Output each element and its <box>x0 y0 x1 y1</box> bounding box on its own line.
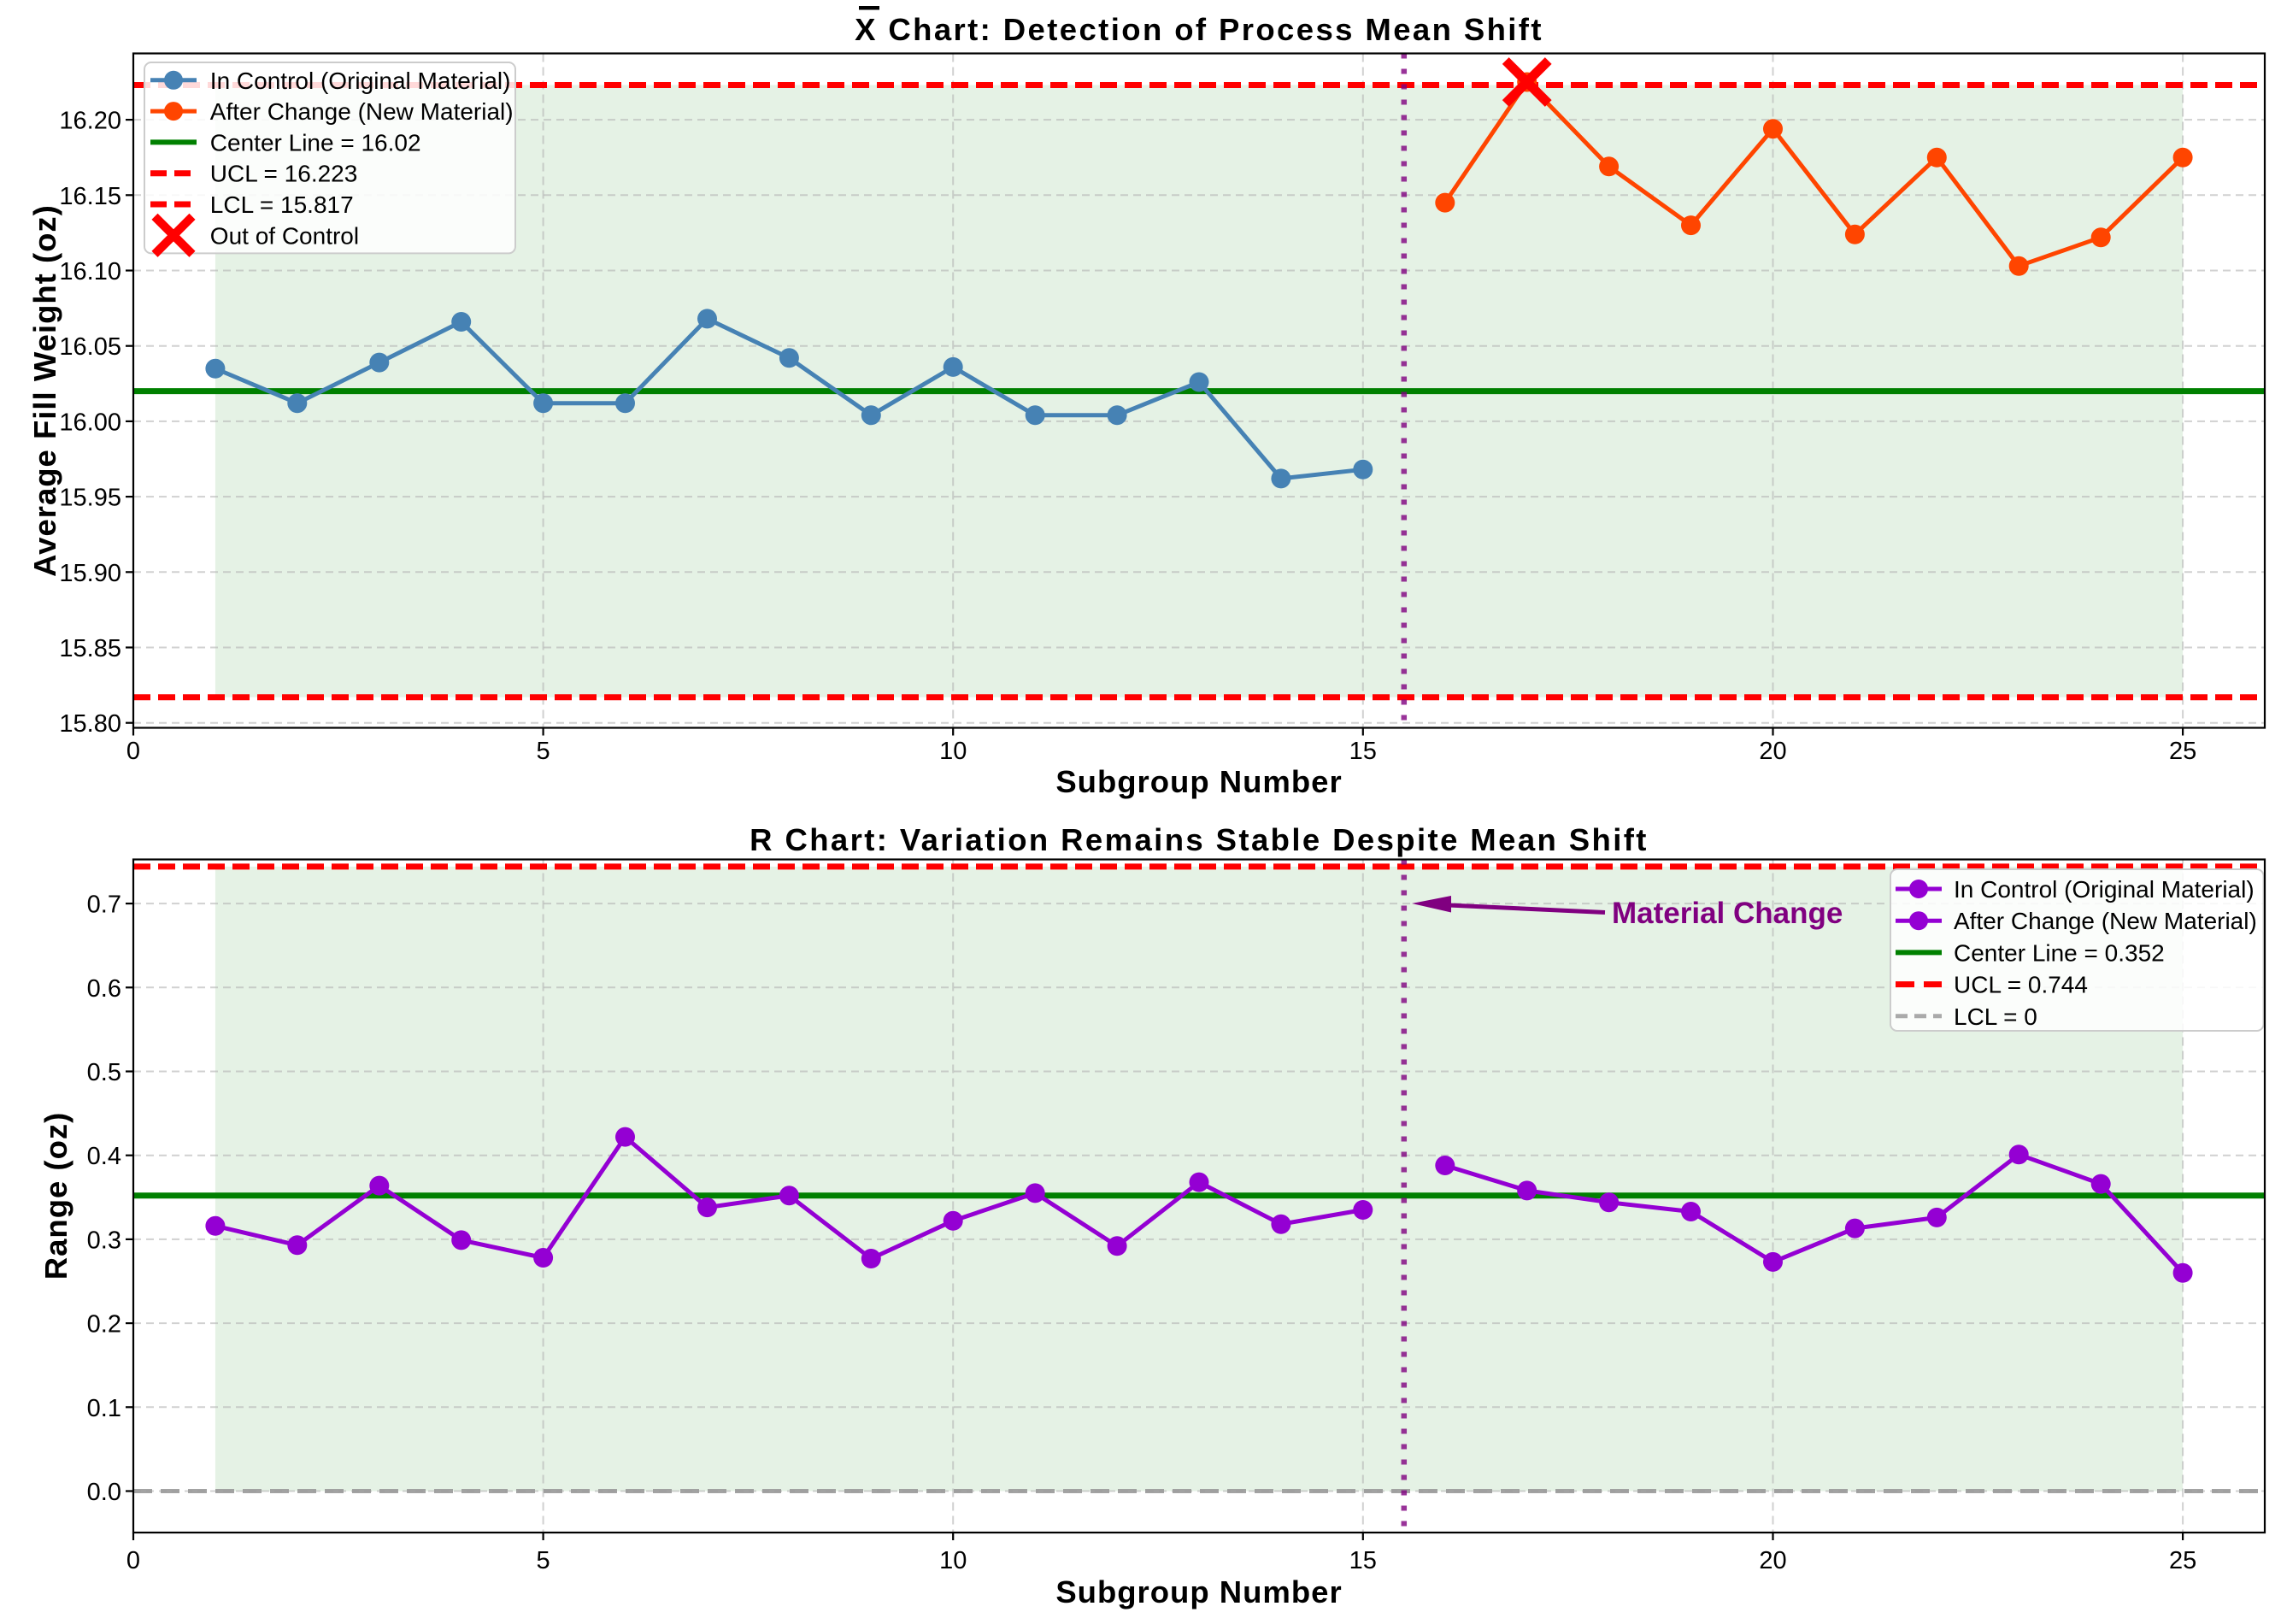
svg-text:LCL = 15.817: LCL = 15.817 <box>210 191 354 218</box>
svg-text:15: 15 <box>1349 738 1377 765</box>
svg-text:After Change (New Material): After Change (New Material) <box>1954 908 2257 934</box>
svg-text:0.7: 0.7 <box>87 891 121 919</box>
svg-text:20: 20 <box>1759 738 1786 765</box>
svg-text:Material Change: Material Change <box>1612 897 1843 930</box>
svg-text:15.90: 15.90 <box>59 560 121 587</box>
svg-text:0.4: 0.4 <box>87 1143 121 1170</box>
svg-text:Center Line = 0.352: Center Line = 0.352 <box>1954 939 2165 966</box>
svg-text:10: 10 <box>939 738 967 765</box>
svg-text:LCL = 0: LCL = 0 <box>1954 1003 2037 1030</box>
svg-text:Out of Control: Out of Control <box>210 222 359 249</box>
svg-text:In Control (Original Material): In Control (Original Material) <box>1954 876 2255 903</box>
svg-text:Center Line = 16.02: Center Line = 16.02 <box>210 129 421 156</box>
svg-text:0.2: 0.2 <box>87 1311 121 1339</box>
svg-text:15: 15 <box>1349 1547 1377 1574</box>
svg-text:16.15: 16.15 <box>59 183 121 210</box>
svg-text:0: 0 <box>126 738 140 765</box>
svg-text:0.3: 0.3 <box>87 1227 121 1254</box>
svg-text:Average Fill Weight (oz): Average Fill Weight (oz) <box>27 204 62 577</box>
svg-text:16.10: 16.10 <box>59 258 121 285</box>
svg-text:16.00: 16.00 <box>59 409 121 436</box>
svg-text:0.1: 0.1 <box>87 1395 121 1422</box>
svg-text:0.5: 0.5 <box>87 1059 121 1086</box>
svg-text:After Change (New Material): After Change (New Material) <box>210 98 514 125</box>
svg-text:16.05: 16.05 <box>59 333 121 361</box>
svg-text:25: 25 <box>2169 738 2196 765</box>
svg-text:Subgroup Number: Subgroup Number <box>1055 764 1342 799</box>
svg-text:X Chart: Detection of Process: X Chart: Detection of Process Mean Shift <box>855 12 1543 47</box>
svg-text:5: 5 <box>537 738 550 765</box>
svg-text:UCL = 0.744: UCL = 0.744 <box>1954 972 2088 998</box>
svg-text:25: 25 <box>2169 1547 2196 1574</box>
svg-text:15.95: 15.95 <box>59 485 121 512</box>
svg-text:5: 5 <box>537 1547 550 1574</box>
svg-text:Range (oz): Range (oz) <box>38 1112 73 1280</box>
svg-text:15.85: 15.85 <box>59 635 121 662</box>
svg-text:UCL = 16.223: UCL = 16.223 <box>210 161 358 187</box>
svg-text:In Control (Original Material): In Control (Original Material) <box>210 68 511 94</box>
svg-text:0.6: 0.6 <box>87 975 121 1003</box>
svg-text:16.20: 16.20 <box>59 108 121 135</box>
svg-text:0: 0 <box>126 1547 140 1574</box>
svg-text:Subgroup Number: Subgroup Number <box>1055 1574 1342 1609</box>
svg-text:15.80: 15.80 <box>59 710 121 738</box>
svg-text:R Chart: Variation Remains Sta: R Chart: Variation Remains Stable Despit… <box>750 822 1649 857</box>
svg-text:20: 20 <box>1759 1547 1786 1574</box>
svg-text:10: 10 <box>939 1547 967 1574</box>
svg-text:0.0: 0.0 <box>87 1479 121 1506</box>
